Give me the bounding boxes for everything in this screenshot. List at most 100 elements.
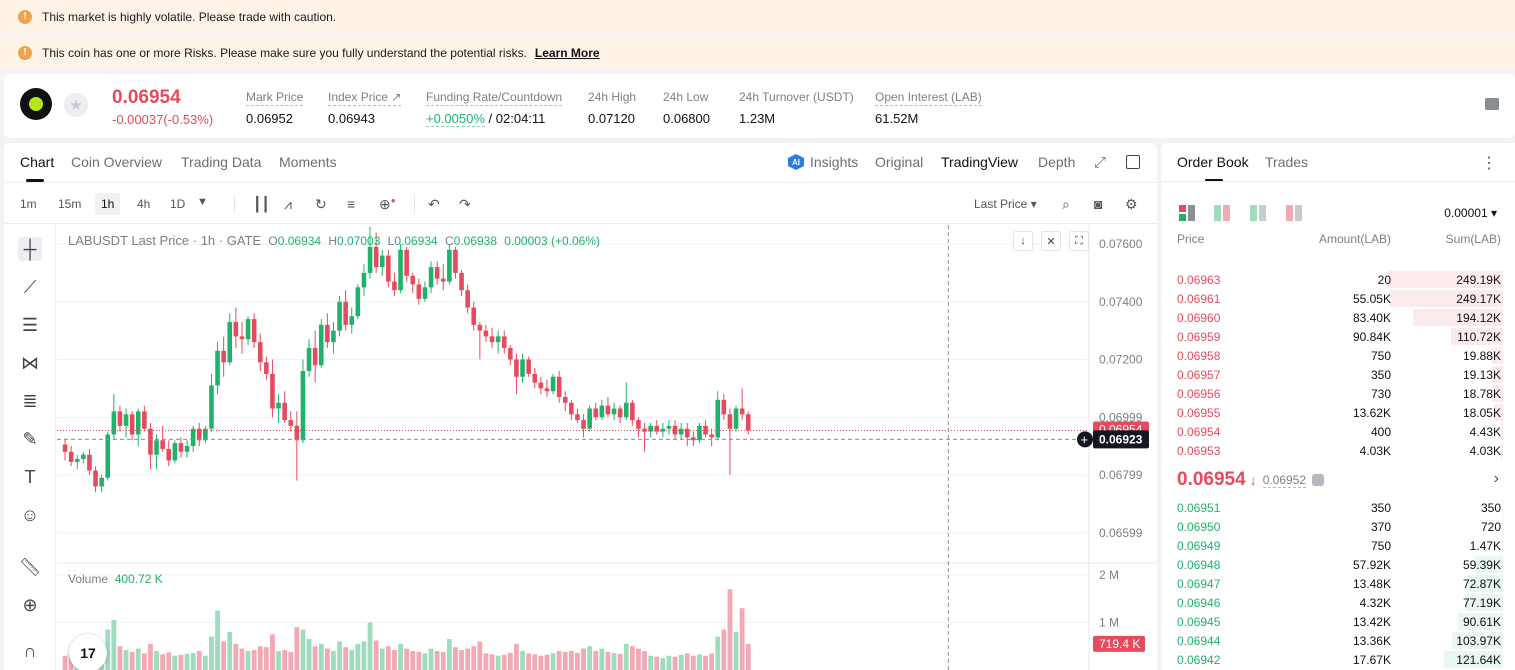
collapse-icon[interactable]: ✕ — [1041, 231, 1061, 251]
magnet-icon[interactable]: ∩ — [23, 640, 37, 661]
fullscreen-icon[interactable]: ⤢ — [1094, 154, 1107, 171]
favorite-star-icon[interactable]: ★ — [64, 93, 88, 117]
depth-bar — [1451, 328, 1503, 345]
ask-row[interactable]: 0.06963 20 249.19K — [1161, 270, 1515, 289]
volume-bar — [215, 610, 220, 670]
view-insights[interactable]: Insights — [810, 154, 859, 170]
ask-row[interactable]: 0.06958 750 19.88K — [1161, 346, 1515, 365]
bid-row[interactable]: 0.06950 370 720 — [1161, 517, 1515, 536]
more-options-icon[interactable]: ⋮ — [1481, 155, 1497, 172]
bid-amount: 13.48K — [1352, 577, 1391, 591]
ask-row[interactable]: 0.06954 400 4.43K — [1161, 422, 1515, 441]
fib-icon[interactable]: ≣ — [22, 390, 38, 411]
bid-row[interactable]: 0.06951 350 350 — [1161, 498, 1515, 517]
bid-row[interactable]: 0.06942 17.67K 121.64K — [1161, 650, 1515, 669]
tradingview-logo[interactable]: 17 — [69, 634, 107, 670]
camera-icon[interactable]: ◙ — [1094, 196, 1103, 212]
candle-body — [495, 336, 501, 343]
price-type-select[interactable]: Last Price ▾ — [974, 197, 1037, 211]
volume-bar — [239, 648, 245, 670]
candle-body — [386, 255, 391, 282]
volume-bar — [507, 652, 513, 670]
timeframe-15m[interactable]: 15m — [58, 197, 82, 211]
view-split-icon[interactable] — [1214, 205, 1230, 221]
crosshair-icon[interactable]: ┼ — [18, 237, 42, 261]
tab-trades[interactable]: Trades — [1265, 154, 1309, 170]
timeframe-1h[interactable]: 1h — [95, 193, 121, 215]
ask-row[interactable]: 0.06961 55.05K 249.17K — [1161, 289, 1515, 308]
templates-icon[interactable]: ≡ — [347, 196, 356, 212]
precision-select[interactable]: 0.00001 ▾ — [1444, 206, 1497, 220]
volume-bar — [324, 648, 330, 670]
tab-moments[interactable]: Moments — [279, 154, 337, 170]
timeframe-1d[interactable]: 1D — [170, 197, 186, 211]
indicators-icon[interactable]: ⩘ — [284, 196, 292, 212]
candlestick-chart[interactable]: 2 M 1 M 0.07600 0.07400 0.07200 0.06999 0.0679… — [57, 225, 1157, 670]
arrow-down-icon[interactable]: ↓ — [1013, 231, 1033, 251]
bid-row[interactable]: 0.06944 13.36K 103.97K — [1161, 631, 1515, 650]
bid-row[interactable]: 0.06948 57.92K 59.39K — [1161, 555, 1515, 574]
ask-row[interactable]: 0.06960 83.40K 194.12K — [1161, 308, 1515, 327]
volume-bar — [404, 648, 410, 670]
crosshair-price-bg — [1093, 430, 1149, 449]
timeframe-1m[interactable]: 1m — [20, 197, 37, 211]
tab-trading-data[interactable]: Trading Data — [181, 154, 262, 170]
add-indicator-icon[interactable]: ⊕● — [379, 196, 396, 212]
oi-label[interactable]: Open Interest (LAB) — [875, 90, 982, 106]
replay-icon[interactable]: ↻ — [315, 196, 327, 212]
brush-icon[interactable]: ✎ — [22, 428, 38, 449]
ask-row[interactable]: 0.06956 730 18.78K — [1161, 384, 1515, 403]
candle-body — [544, 388, 550, 392]
oi-stat: Open Interest (LAB) 61.52M — [875, 88, 982, 126]
ask-row[interactable]: 0.06955 13.62K 18.05K — [1161, 403, 1515, 422]
volume-bar — [416, 651, 422, 670]
mid-last-price: 0.06954 — [1177, 469, 1246, 490]
ask-row[interactable]: 0.06957 350 19.13K — [1161, 365, 1515, 384]
candle-body — [697, 425, 702, 441]
view-bids-icon[interactable] — [1250, 205, 1266, 221]
tab-coin-overview[interactable]: Coin Overview — [71, 154, 163, 170]
view-asks-icon[interactable] — [1286, 205, 1302, 221]
candle-body — [233, 321, 239, 337]
text-icon[interactable]: T — [24, 466, 36, 487]
settings-gear-icon[interactable]: ⚙ — [1125, 196, 1138, 212]
index-price-label[interactable]: Index Price ↗ — [328, 90, 402, 106]
mark-price-stat: Mark Price 0.06952 — [246, 88, 304, 126]
candle-body — [398, 249, 403, 291]
mark-price-label[interactable]: Mark Price — [246, 90, 304, 106]
candle-body — [99, 477, 104, 487]
volume-bar — [172, 655, 178, 670]
ask-row[interactable]: 0.06959 90.84K 110.72K — [1161, 327, 1515, 346]
chevron-right-icon[interactable]: › — [1493, 470, 1499, 487]
view-tradingview[interactable]: TradingView — [941, 154, 1019, 170]
window-icon[interactable] — [1126, 155, 1140, 169]
learn-more-link[interactable]: Learn More — [534, 45, 600, 60]
horizontal-lines-icon[interactable]: ☰ — [21, 314, 39, 335]
tab-chart[interactable]: Chart — [20, 154, 55, 182]
bid-row[interactable]: 0.06949 750 1.47K — [1161, 536, 1515, 555]
bid-row[interactable]: 0.06947 13.48K 72.87K — [1161, 574, 1515, 593]
view-depth[interactable]: Depth — [1038, 154, 1076, 170]
ruler-icon[interactable]: 📏︎ — [18, 556, 42, 577]
redo-icon[interactable]: ↷ — [459, 196, 471, 212]
zoom-icon[interactable]: ⊕ — [22, 594, 38, 615]
guide-book-icon[interactable] — [1485, 98, 1499, 110]
view-both-icon[interactable] — [1179, 205, 1195, 221]
candle-body — [379, 255, 385, 268]
emoji-icon[interactable]: ☺ — [20, 504, 40, 525]
expand-icon[interactable]: ⛶ — [1069, 231, 1089, 251]
bid-row[interactable]: 0.06945 13.42K 90.61K — [1161, 612, 1515, 631]
undo-icon[interactable]: ↶ — [428, 196, 440, 212]
timeframe-4h[interactable]: 4h — [137, 197, 151, 211]
tab-order-book[interactable]: Order Book — [1177, 154, 1249, 182]
bid-row[interactable]: 0.06946 4.32K 77.19K — [1161, 593, 1515, 612]
trendline-icon[interactable]: ⟋ — [23, 276, 37, 297]
search-icon[interactable]: ⌕ — [1062, 196, 1070, 212]
ask-amount: 4.03K — [1359, 444, 1391, 458]
ask-row[interactable]: 0.06953 4.03K 4.03K — [1161, 441, 1515, 460]
chevron-down-icon[interactable]: ▼ — [197, 196, 208, 208]
candles-icon[interactable]: ┃┃ — [253, 196, 270, 212]
view-original[interactable]: Original — [875, 154, 924, 170]
funding-label[interactable]: Funding Rate/Countdown — [426, 90, 563, 106]
pattern-icon[interactable]: ⋈ — [21, 352, 39, 373]
